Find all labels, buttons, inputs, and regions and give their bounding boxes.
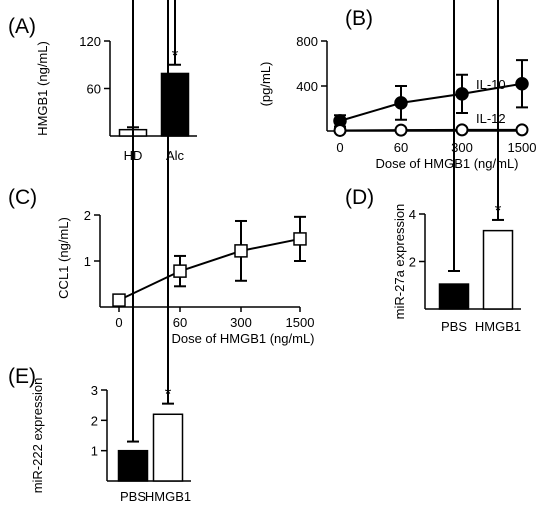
panel-2-label: (C) [8,186,37,209]
panel-4-ytick-label-1: 2 [91,413,98,428]
panel-3-category-1: HMGB1 [475,319,521,334]
panel-0-ytick-label-1: 120 [79,34,101,49]
panel-2-xtick-label-2: 300 [230,315,252,330]
panel-3-ylabel: miR-27a expression [392,204,407,320]
panel-2-series-0-point-3 [293,232,307,246]
panel-2-series-0-point-1 [173,264,187,278]
panel-2-xtick-label-1: 60 [173,315,187,330]
panel-1-xtick-label-1: 60 [394,140,408,155]
panel-1-series-1-point-2 [455,123,469,137]
panel-1-xtick-label-0: 0 [336,140,343,155]
panel-0-label: (A) [8,15,36,38]
panel-1-series-1-label: IL-12 [476,111,506,126]
panel-4-ylabel: miR-222 expression [30,378,45,494]
panel-3-ytick-label-0: 2 [409,255,416,270]
panel-1-series-1-point-0 [333,123,347,137]
panel-0-ytick-label-0: 60 [87,82,101,97]
panel-2-ylabel: CCL1 (ng/mL) [56,217,71,299]
panel-3-category-0: PBS [441,319,467,334]
panel-1-xtick-label-2: 300 [451,140,473,155]
panel-4-category-1: HMGB1 [145,489,191,504]
panel-1-series-0-point-2 [455,87,469,101]
panel-1-series-0-line [339,82,523,122]
panel-1-series-1-line [339,128,522,132]
panel-3-bar-1 [482,229,514,310]
panel-1-ytick-label-1: 800 [296,34,318,49]
panel-0-significance-1: * [172,46,179,65]
panel-3-ytick-label-1: 4 [409,207,416,222]
panel-0-category-1: Alc [166,148,185,163]
panel-1-label: (B) [345,7,373,30]
panel-2-xtick-label-3: 1500 [286,315,315,330]
panel-2-xtick-label-0: 0 [115,315,122,330]
panel-2-series-0-line [118,237,301,302]
panel-2-xlabel: Dose of HMGB1 (ng/mL) [171,331,314,346]
panel-2-series-0-point-0 [112,293,126,307]
panel-2-ytick-label-1: 2 [84,208,91,223]
panel-2-ytick-label-0: 1 [84,254,91,269]
panel-4-label: (E) [8,365,36,388]
panel-1-xlabel: Dose of HMGB1 (ng/mL) [375,156,518,171]
panel-0-bar-1 [160,72,190,137]
panel-1-series-0-point-3 [515,77,529,91]
panel-3-significance-1: * [495,201,502,220]
panel-1-xtick-label-3: 1500 [508,140,537,155]
panel-0-ylabel: HMGB1 (ng/mL) [35,41,50,136]
panel-3-label: (D) [345,186,374,209]
panel-2-series-0-point-2 [234,244,248,258]
panel-1-ylabel: (pg/mL) [258,62,273,107]
panel-1-series-1-point-3 [515,123,529,137]
panel-4-ytick-label-2: 3 [91,383,98,398]
panel-4-ytick-label-0: 1 [91,444,98,459]
panel-1-ytick-label-0: 400 [296,79,318,94]
panel-4-category-0: PBS [120,489,146,504]
panel-1-series-0-point-1 [394,96,408,110]
panel-1-series-1-point-1 [394,123,408,137]
panel-1-series-0-label: IL-10 [476,77,506,92]
panel-4-significance-1: * [165,385,172,404]
panel-3-bar-0 [438,283,470,310]
panel-4-bar-1 [152,413,184,482]
panel-4-bar-0 [117,449,149,482]
